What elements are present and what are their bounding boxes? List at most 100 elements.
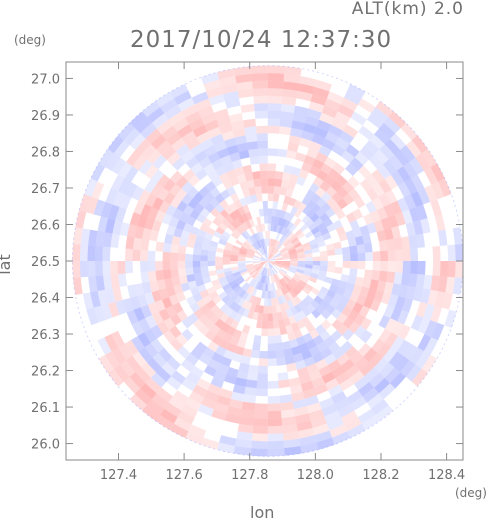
radar-bin <box>258 224 263 232</box>
y-tick-label: 27.0 <box>31 72 60 87</box>
radar-bin <box>332 219 343 230</box>
y-tick-label: 26.3 <box>31 328 60 343</box>
radar-bin <box>265 253 268 261</box>
radar-bin <box>265 283 268 292</box>
radar-bin <box>237 258 246 261</box>
radar-bin <box>341 306 353 318</box>
radar-bin <box>454 261 463 279</box>
radar-bin <box>115 207 127 223</box>
radar-bin <box>251 243 259 251</box>
radar-bin <box>320 319 332 331</box>
radar-bin <box>195 235 205 244</box>
radar-bin <box>242 308 250 318</box>
radar-bin <box>192 261 201 268</box>
radar-bin <box>321 371 336 384</box>
radar-bin <box>245 263 254 267</box>
radar-bin <box>142 404 161 422</box>
radar-bin <box>204 119 219 132</box>
radar-bin <box>335 371 350 385</box>
radar-bin <box>259 163 268 172</box>
radar-bin <box>161 125 178 141</box>
radar-bin <box>312 423 330 436</box>
radar-bin <box>332 292 343 303</box>
radar-bin <box>248 364 259 374</box>
radar-bin <box>378 240 388 252</box>
radar-bin <box>267 254 273 261</box>
radar-bin <box>190 162 204 175</box>
radar-bin <box>215 213 226 223</box>
radar-bin <box>343 90 362 105</box>
radar-bin <box>395 261 404 273</box>
radar-bin <box>88 229 98 246</box>
radar-bin <box>323 294 333 305</box>
radar-bin <box>221 294 231 304</box>
radar-bin <box>271 275 276 283</box>
radar-bin <box>190 143 204 157</box>
radar-bin <box>129 133 146 150</box>
radar-bin <box>325 243 335 251</box>
radar-bin <box>360 317 372 330</box>
radar-bin <box>288 268 297 274</box>
radar-bin <box>368 154 383 170</box>
radar-bin <box>190 347 204 360</box>
radar-bin <box>288 197 297 207</box>
radar-bin <box>230 251 239 256</box>
radar-bin <box>236 338 247 349</box>
radar-bin <box>306 402 322 414</box>
radar-bin <box>272 312 279 321</box>
radar-bin <box>383 281 394 295</box>
radar-bin <box>260 261 268 263</box>
radar-bin <box>252 311 259 321</box>
radar-bin <box>261 223 266 232</box>
radar-bin <box>187 312 199 324</box>
radar-bin <box>233 229 242 237</box>
radar-bin <box>160 408 178 424</box>
radar-bin <box>280 103 296 114</box>
radar-bin <box>378 179 392 194</box>
radar-bin <box>260 258 268 261</box>
radar-bin <box>144 292 155 305</box>
radar-bin <box>293 313 302 323</box>
radar-bin <box>354 356 369 371</box>
radar-bin <box>269 246 273 254</box>
radar-bin <box>215 247 225 254</box>
radar-bin <box>388 351 404 368</box>
radar-bin <box>280 401 294 411</box>
radar-bin <box>258 248 264 256</box>
radar-bin <box>192 247 202 256</box>
radar-bin <box>90 291 101 308</box>
radar-bin <box>309 165 321 177</box>
radar-bin <box>283 211 291 221</box>
radar-bin <box>203 347 216 359</box>
radar-bin <box>248 226 256 235</box>
radar-bin <box>384 138 401 155</box>
radar-bin <box>137 214 148 228</box>
radar-bin <box>263 238 267 247</box>
radar-bin <box>261 261 268 266</box>
radar-bin <box>312 264 321 271</box>
radar-bin <box>166 286 176 297</box>
radar-bin <box>223 90 240 102</box>
radar-bin <box>349 219 360 231</box>
radar-bin <box>308 409 325 421</box>
radar-bin <box>263 268 267 276</box>
radar-bin <box>279 326 288 335</box>
radar-bin <box>299 435 317 446</box>
radar-bin <box>328 341 341 354</box>
radar-bin <box>269 268 272 276</box>
radar-bin <box>348 188 361 201</box>
radar-bin <box>285 273 293 281</box>
radar-bin <box>137 294 148 308</box>
radar-bin <box>293 217 302 227</box>
radar-bin <box>363 213 374 226</box>
radar-bin <box>246 266 255 271</box>
radar-bin <box>172 390 189 405</box>
radar-bin <box>259 247 265 255</box>
radar-bin <box>304 115 320 127</box>
x-tick-label: 128.4 <box>428 468 465 483</box>
radar-bin <box>390 336 405 352</box>
radar-bin <box>262 268 266 276</box>
radar-bin <box>274 254 282 259</box>
radar-bin <box>300 381 315 392</box>
radar-bin <box>267 253 269 261</box>
